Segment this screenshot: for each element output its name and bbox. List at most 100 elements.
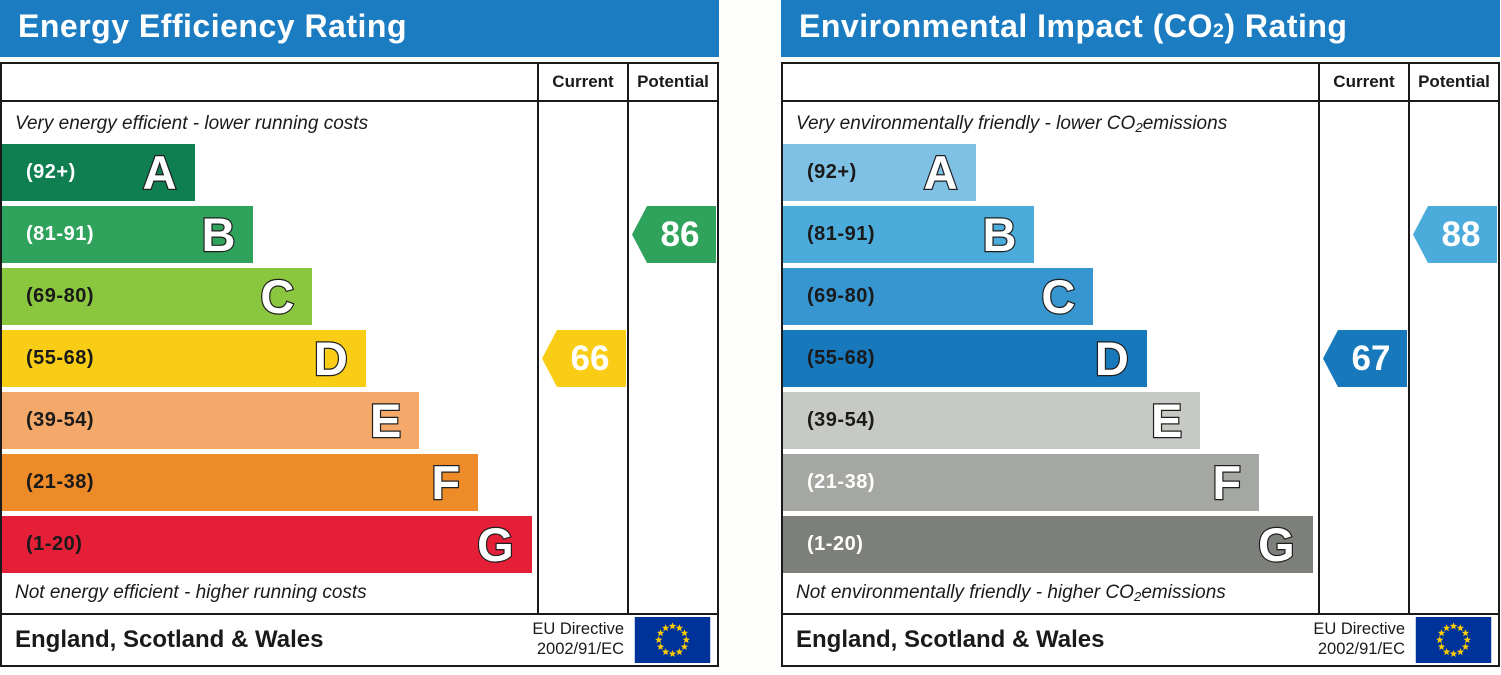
potential-value: 86 bbox=[660, 214, 700, 254]
eu-directive-line1: EU Directive bbox=[532, 620, 624, 639]
eu-directive-line2: 2002/91/EC bbox=[1317, 640, 1405, 658]
rating-band: (69-80) C bbox=[783, 268, 1094, 325]
band-range-label: (92+) bbox=[26, 161, 76, 183]
band-letter: G bbox=[476, 518, 515, 571]
bottom-note: Not environmentally friendly - higher CO… bbox=[783, 573, 1318, 613]
rating-bands: (92+) A (81-91) B (69-80) C (55-68) D (39-54… bbox=[783, 144, 1318, 573]
eu-directive-label: EU Directive 2002/91/EC bbox=[532, 620, 624, 660]
band-row: (55-68) D bbox=[2, 330, 537, 387]
rating-band: (1-20) G bbox=[783, 516, 1313, 573]
rating-band: (21-38) F bbox=[783, 454, 1260, 511]
page-title: Energy Efficiency Rating bbox=[0, 0, 719, 57]
current-column: 66 bbox=[537, 102, 627, 613]
band-range-label: (39-54) bbox=[807, 409, 875, 431]
table-footer: England, Scotland & Wales EU Directive 2… bbox=[783, 613, 1498, 665]
band-letter: G bbox=[1257, 518, 1296, 571]
top-note-subscript: 2 bbox=[1135, 120, 1143, 135]
bottom-note-text: Not energy efficient - higher running co… bbox=[15, 582, 367, 603]
band-range-label: (55-68) bbox=[26, 347, 94, 369]
rating-band: (81-91) B bbox=[2, 206, 254, 263]
band-letter: B bbox=[200, 208, 236, 261]
current-value: 66 bbox=[570, 338, 610, 378]
table-header: Current Potential bbox=[2, 64, 717, 102]
table-body: Very environmentally friendly - lower CO… bbox=[783, 102, 1498, 613]
band-letter: A bbox=[922, 146, 958, 199]
band-row: (81-91) B bbox=[2, 206, 537, 263]
band-range-label: (81-91) bbox=[26, 223, 94, 245]
title-text: Energy Efficiency Rating bbox=[18, 8, 407, 44]
energy-efficiency-chart: Energy Efficiency Rating Current Potenti… bbox=[0, 0, 719, 667]
bottom-note-subscript: 2 bbox=[1133, 589, 1142, 604]
band-row: (39-54) E bbox=[783, 392, 1318, 449]
current-value: 67 bbox=[1351, 338, 1391, 378]
band-range-label: (1-20) bbox=[26, 533, 83, 555]
top-note: Very energy efficient - lower running co… bbox=[2, 104, 537, 144]
band-range-label: (21-38) bbox=[26, 471, 94, 493]
rating-band: (39-54) E bbox=[2, 392, 420, 449]
band-letter: F bbox=[1211, 456, 1242, 509]
potential-column-header: Potential bbox=[627, 64, 717, 100]
band-row: (21-38) F bbox=[2, 454, 537, 511]
band-row: (1-20) G bbox=[783, 516, 1318, 573]
top-note-text: Very energy efficient - lower running co… bbox=[15, 113, 369, 134]
band-range-label: (1-20) bbox=[807, 533, 864, 555]
bottom-note-text: Not environmentally friendly - higher CO bbox=[796, 582, 1134, 603]
potential-column: 86 bbox=[627, 102, 717, 613]
band-letter: E bbox=[1150, 394, 1184, 447]
bands-column: Very environmentally friendly - lower CO… bbox=[783, 102, 1318, 613]
table-body: Very energy efficient - lower running co… bbox=[2, 102, 717, 613]
rating-band: (92+) A bbox=[783, 144, 976, 201]
table-header: Current Potential bbox=[783, 64, 1498, 102]
band-row: (92+) A bbox=[2, 144, 537, 201]
rating-band: (55-68) D bbox=[783, 330, 1147, 387]
band-range-label: (39-54) bbox=[26, 409, 94, 431]
band-row: (92+) A bbox=[783, 144, 1318, 201]
band-letter: E bbox=[369, 394, 403, 447]
band-range-label: (55-68) bbox=[807, 347, 875, 369]
band-row: (69-80) C bbox=[783, 268, 1318, 325]
eu-flag-icon bbox=[634, 617, 711, 663]
rating-band: (81-91) B bbox=[783, 206, 1035, 263]
current-marker: 66 bbox=[542, 330, 626, 387]
band-letter: A bbox=[141, 146, 177, 199]
band-row: (81-91) B bbox=[783, 206, 1318, 263]
band-letter: F bbox=[430, 456, 461, 509]
band-range-label: (81-91) bbox=[807, 223, 875, 245]
current-marker: 67 bbox=[1323, 330, 1407, 387]
rating-bands: (92+) A (81-91) B (69-80) C (55-68) D (39-54… bbox=[2, 144, 537, 573]
rating-band: (1-20) G bbox=[2, 516, 532, 573]
potential-marker: 86 bbox=[632, 206, 716, 263]
band-letter: C bbox=[259, 270, 295, 323]
region-label: England, Scotland & Wales bbox=[15, 626, 324, 653]
potential-value: 88 bbox=[1441, 214, 1481, 254]
band-range-label: (69-80) bbox=[26, 285, 94, 307]
band-letter: D bbox=[1094, 332, 1130, 385]
bottom-note: Not energy efficient - higher running co… bbox=[2, 573, 537, 613]
current-column: 67 bbox=[1318, 102, 1408, 613]
top-note: Very environmentally friendly - lower CO… bbox=[783, 104, 1318, 144]
region-label: England, Scotland & Wales bbox=[796, 626, 1105, 653]
band-range-label: (92+) bbox=[807, 161, 857, 183]
rating-band: (69-80) C bbox=[2, 268, 313, 325]
environmental-impact-chart: Environmental Impact (CO 2) Rating Curren… bbox=[781, 0, 1500, 667]
potential-marker: 88 bbox=[1413, 206, 1497, 263]
current-column-header: Current bbox=[537, 64, 627, 100]
potential-column-header: Potential bbox=[1408, 64, 1498, 100]
rating-table: Current Potential Very environmentally f… bbox=[781, 62, 1500, 667]
top-note-suffix: emissions bbox=[1142, 113, 1228, 134]
band-letter: C bbox=[1040, 270, 1076, 323]
band-letter: D bbox=[313, 332, 349, 385]
eu-flag-icon bbox=[1415, 617, 1492, 663]
band-row: (1-20) G bbox=[2, 516, 537, 573]
eu-directive-label: EU Directive 2002/91/EC bbox=[1313, 620, 1405, 660]
band-range-label: (69-80) bbox=[807, 285, 875, 307]
potential-column: 88 bbox=[1408, 102, 1498, 613]
table-footer: England, Scotland & Wales EU Directive 2… bbox=[2, 613, 717, 665]
eu-directive-line2: 2002/91/EC bbox=[536, 640, 624, 658]
title-subscript: 2 bbox=[1212, 20, 1225, 42]
eu-directive-line1: EU Directive bbox=[1313, 620, 1405, 639]
rating-table: Current Potential Very energy efficient … bbox=[0, 62, 719, 667]
band-letter: B bbox=[981, 208, 1017, 261]
band-row: (21-38) F bbox=[783, 454, 1318, 511]
